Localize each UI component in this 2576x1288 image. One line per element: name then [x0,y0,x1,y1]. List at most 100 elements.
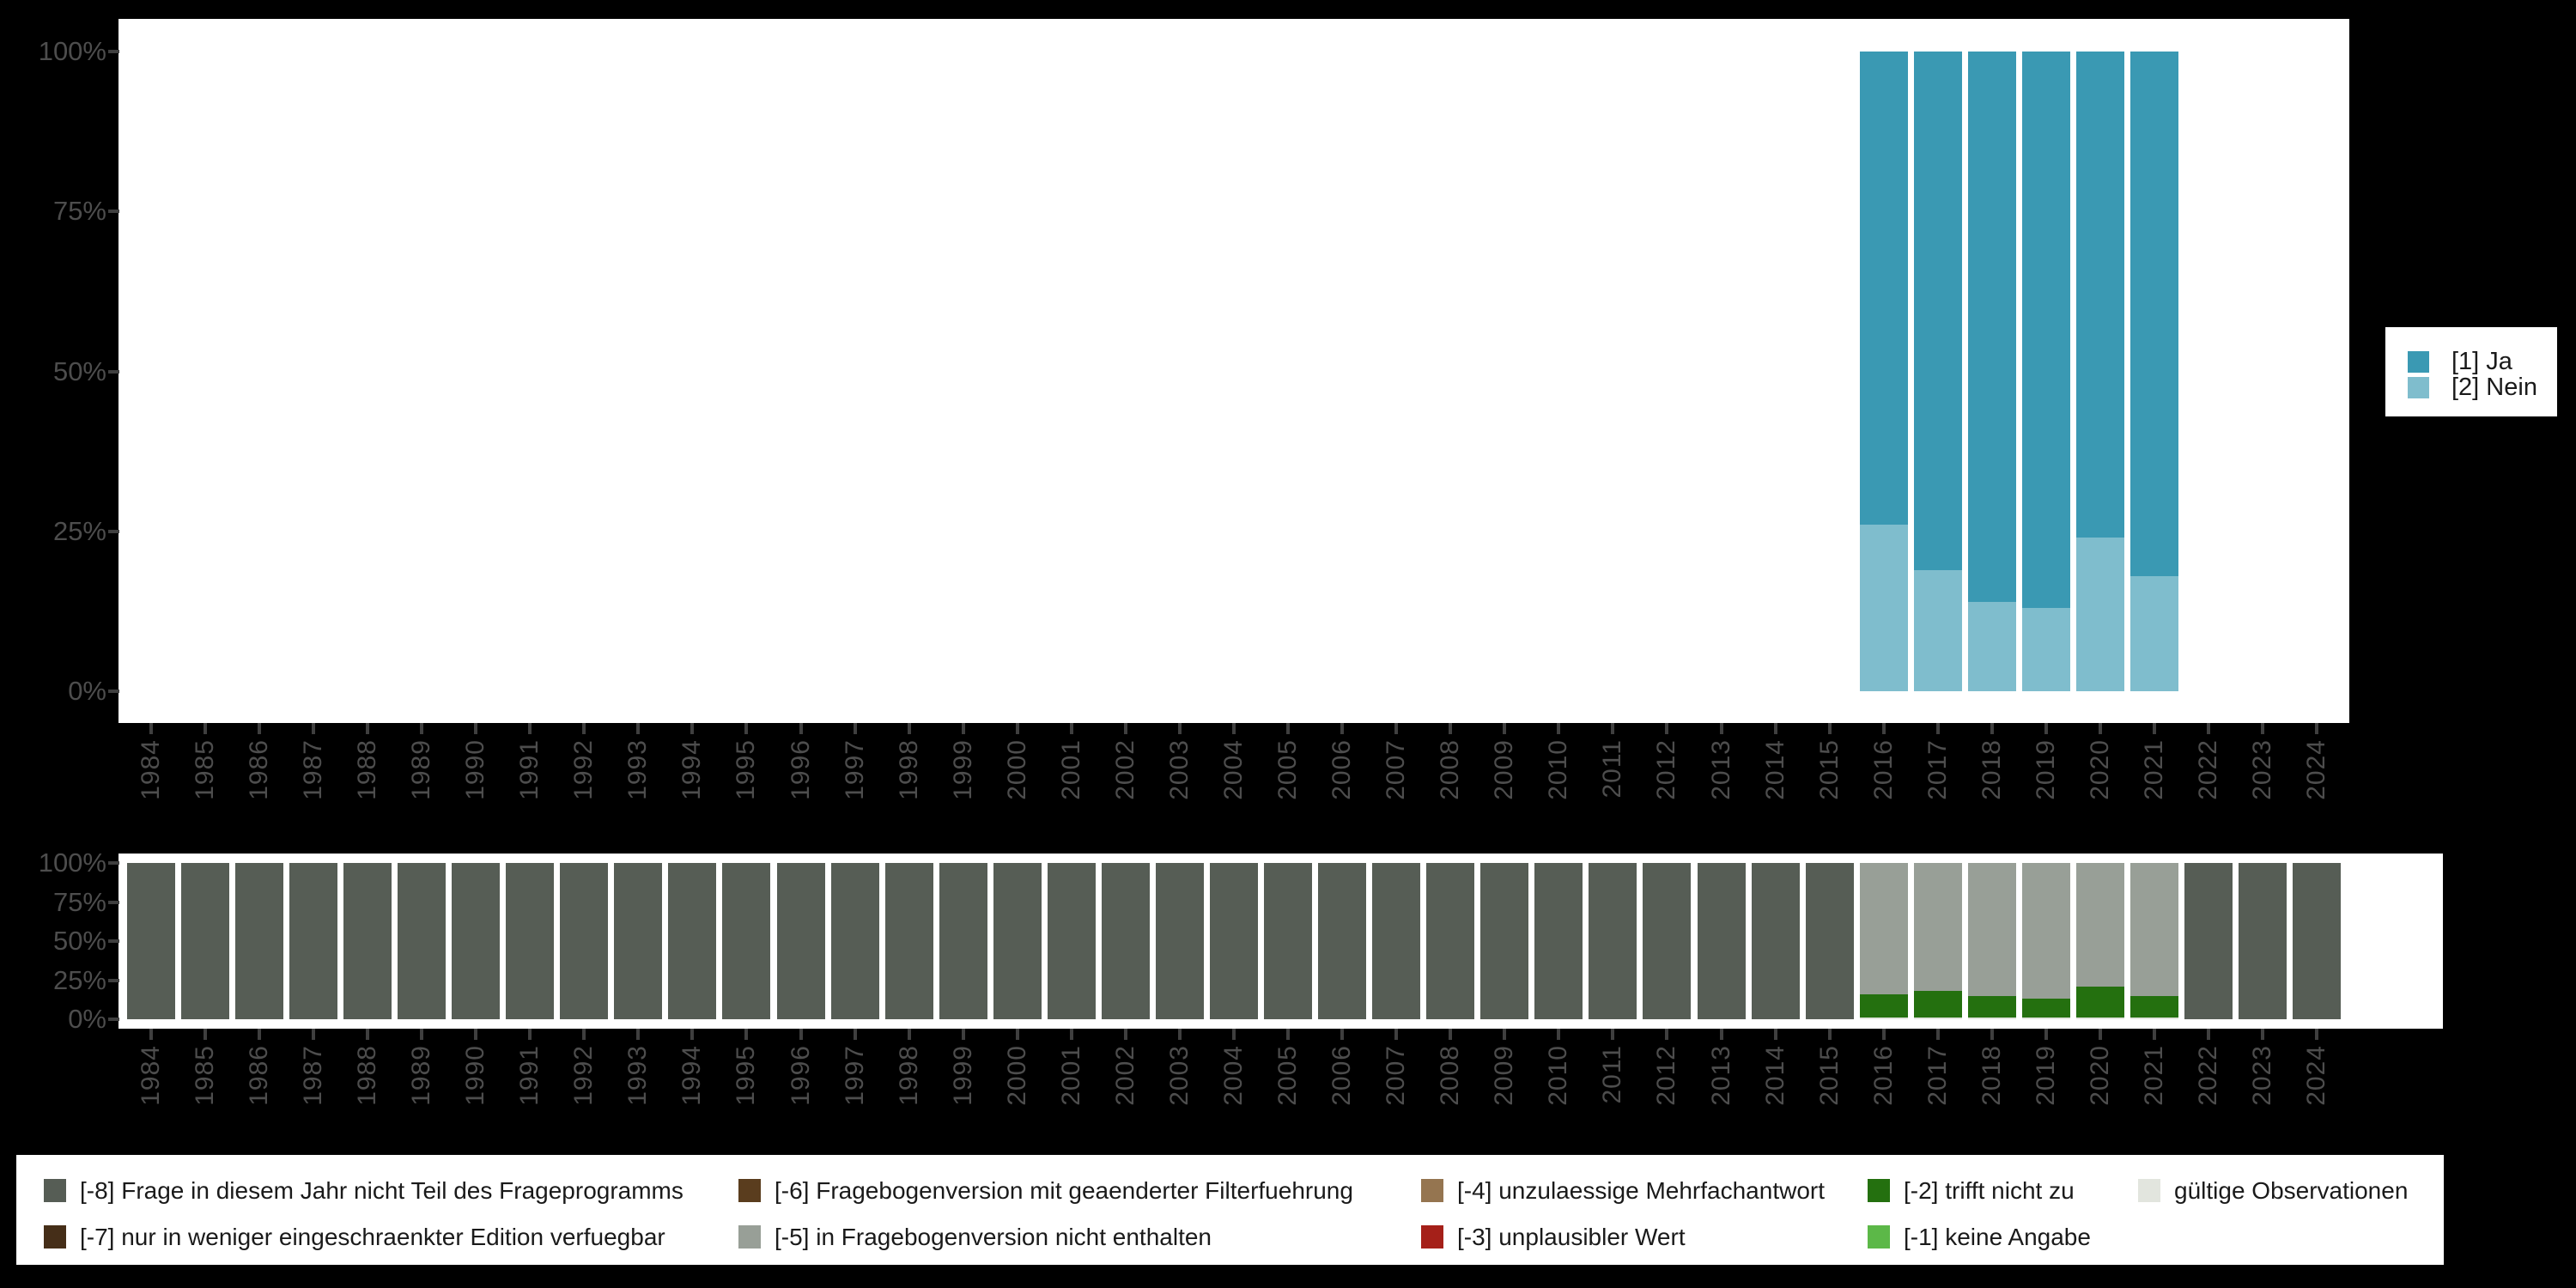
x-tick-label-text: 2011 [1598,739,1627,799]
bottom-chart-panel [118,854,2443,1029]
bar-segment-2021-ja [2129,52,2178,576]
legend-swatch-nein [2408,377,2429,398]
bar-segment-2021-nein [2129,575,2178,691]
y-tick-label: 0% [68,1004,106,1034]
x-tick-label-1992: 1992 [569,1045,598,1106]
bar-segment-2017-m5 [1913,863,1962,992]
x-tick [1394,723,1399,734]
x-tick-label-1994: 1994 [677,1045,707,1106]
bar-2015 [1805,863,1854,1019]
x-tick-label-text: 2021 [2139,1045,2168,1106]
x-tick-label-2008: 2008 [1436,1045,1465,1106]
x-tick [257,723,261,734]
x-tick-label-2004: 2004 [1219,739,1249,800]
bar-2024 [2293,863,2342,1019]
x-tick [799,723,803,734]
bar-segment-1991-m8 [506,863,555,1019]
x-tick-label-1990: 1990 [461,1045,490,1106]
bar-1993 [614,863,663,1019]
x-tick-label-text: 2010 [1544,1045,1573,1106]
bottom-legend-label-m2: [-2] trifft nicht zu [1904,1176,2075,1204]
x-tick-label-text: 1997 [840,739,869,800]
x-tick-label-text: 2012 [1652,739,1681,800]
x-tick-label-2012: 2012 [1652,739,1681,800]
x-tick-label-text: 1999 [948,1045,977,1106]
bar-segment-2006-m8 [1318,863,1367,1019]
bottom-legend-item-m3: [-3] unplausibler Wert [1421,1224,1686,1250]
bar-segment-2002-m8 [1101,863,1150,1019]
bar-segment-2020-nein [2075,538,2124,691]
bottom-legend-swatch-m4 [1421,1179,1443,1202]
bar-2020 [2075,863,2124,1019]
bar-2005 [1264,863,1313,1019]
x-tick-label-text: 2022 [2194,1045,2223,1106]
x-tick-label-2015: 2015 [1815,739,1844,800]
x-tick-label-1999: 1999 [949,1045,978,1106]
x-tick-label-1999: 1999 [949,739,978,800]
x-tick [1015,1029,1019,1040]
bar-segment-1993-m8 [614,863,663,1019]
bar-segment-1986-m8 [234,863,283,1019]
x-tick-label-text: 2023 [2248,1045,2277,1106]
bar-1996 [776,863,825,1019]
x-tick-label-text: 1994 [677,739,707,800]
x-tick-label-2016: 2016 [1869,739,1899,800]
x-tick-label-text: 2016 [1868,1045,1898,1106]
y-tick [108,939,119,943]
x-tick-label-text: 2009 [1490,1045,1519,1106]
legend-item-nein: [2] Nein [2408,374,2537,402]
x-tick [1773,723,1777,734]
x-tick-label-2021: 2021 [2140,1045,2169,1106]
bottom-legend-item-m6: [-6] Fragebogenversion mit geaenderter F… [738,1177,1353,1204]
bar-segment-1987-m8 [289,863,337,1019]
bar-1999 [939,863,987,1019]
x-tick-label-2011: 2011 [1598,1045,1627,1104]
x-tick-label-2011: 2011 [1598,739,1627,799]
bar-2018 [1967,52,2016,691]
y-tick [108,900,119,904]
bar-segment-2001-m8 [1047,863,1096,1019]
bar-1984 [126,863,175,1019]
x-tick-label-1997: 1997 [841,739,870,800]
x-tick [1286,1029,1291,1040]
bar-2012 [1643,863,1692,1019]
bar-segment-2011-m8 [1589,863,1637,1019]
x-tick-label-2000: 2000 [1003,739,1032,800]
x-tick [2261,1029,2265,1040]
x-tick [1069,1029,1073,1040]
x-tick-label-text: 2018 [1977,739,2006,800]
x-tick-label-text: 2022 [2194,739,2223,800]
x-tick-label-1998: 1998 [895,1045,924,1106]
bar-segment-2016-valid [1859,1018,1908,1019]
x-tick [312,723,315,734]
bar-2011 [1589,863,1637,1019]
y-tick [108,690,119,693]
x-tick [1449,1029,1453,1040]
bar-segment-2003-m8 [1155,863,1204,1019]
x-tick [420,723,424,734]
bar-segment-2017-ja [1913,52,1962,570]
bar-segment-1997-m8 [830,863,879,1019]
x-tick [1286,723,1291,734]
x-tick-label-text: 2007 [1382,739,1411,800]
bar-1988 [343,863,392,1019]
bar-2017 [1913,863,1962,1019]
x-tick-label-2020: 2020 [2086,1045,2115,1106]
x-tick-label-2015: 2015 [1815,1045,1844,1106]
x-tick-label-2001: 2001 [1057,1045,1086,1106]
bar-segment-2014-m8 [1751,863,1800,1019]
x-tick [853,723,857,734]
x-tick-label-text: 2002 [1110,1045,1139,1106]
bar-segment-2020-m5 [2075,863,2124,987]
bottom-legend-item-valid: gültige Observationen [2138,1177,2408,1204]
x-tick-label-1985: 1985 [191,1045,220,1106]
x-tick-label-text: 2005 [1273,739,1303,800]
bar-segment-2013-m8 [1697,863,1746,1019]
bottom-legend-label-m4: [-4] unzulaessige Mehrfachantwort [1457,1176,1825,1204]
x-tick [1557,723,1561,734]
x-tick [1719,1029,1723,1040]
x-tick-label-2007: 2007 [1382,739,1411,800]
x-tick [1665,723,1669,734]
y-tick [108,210,119,214]
x-tick [1232,1029,1236,1040]
